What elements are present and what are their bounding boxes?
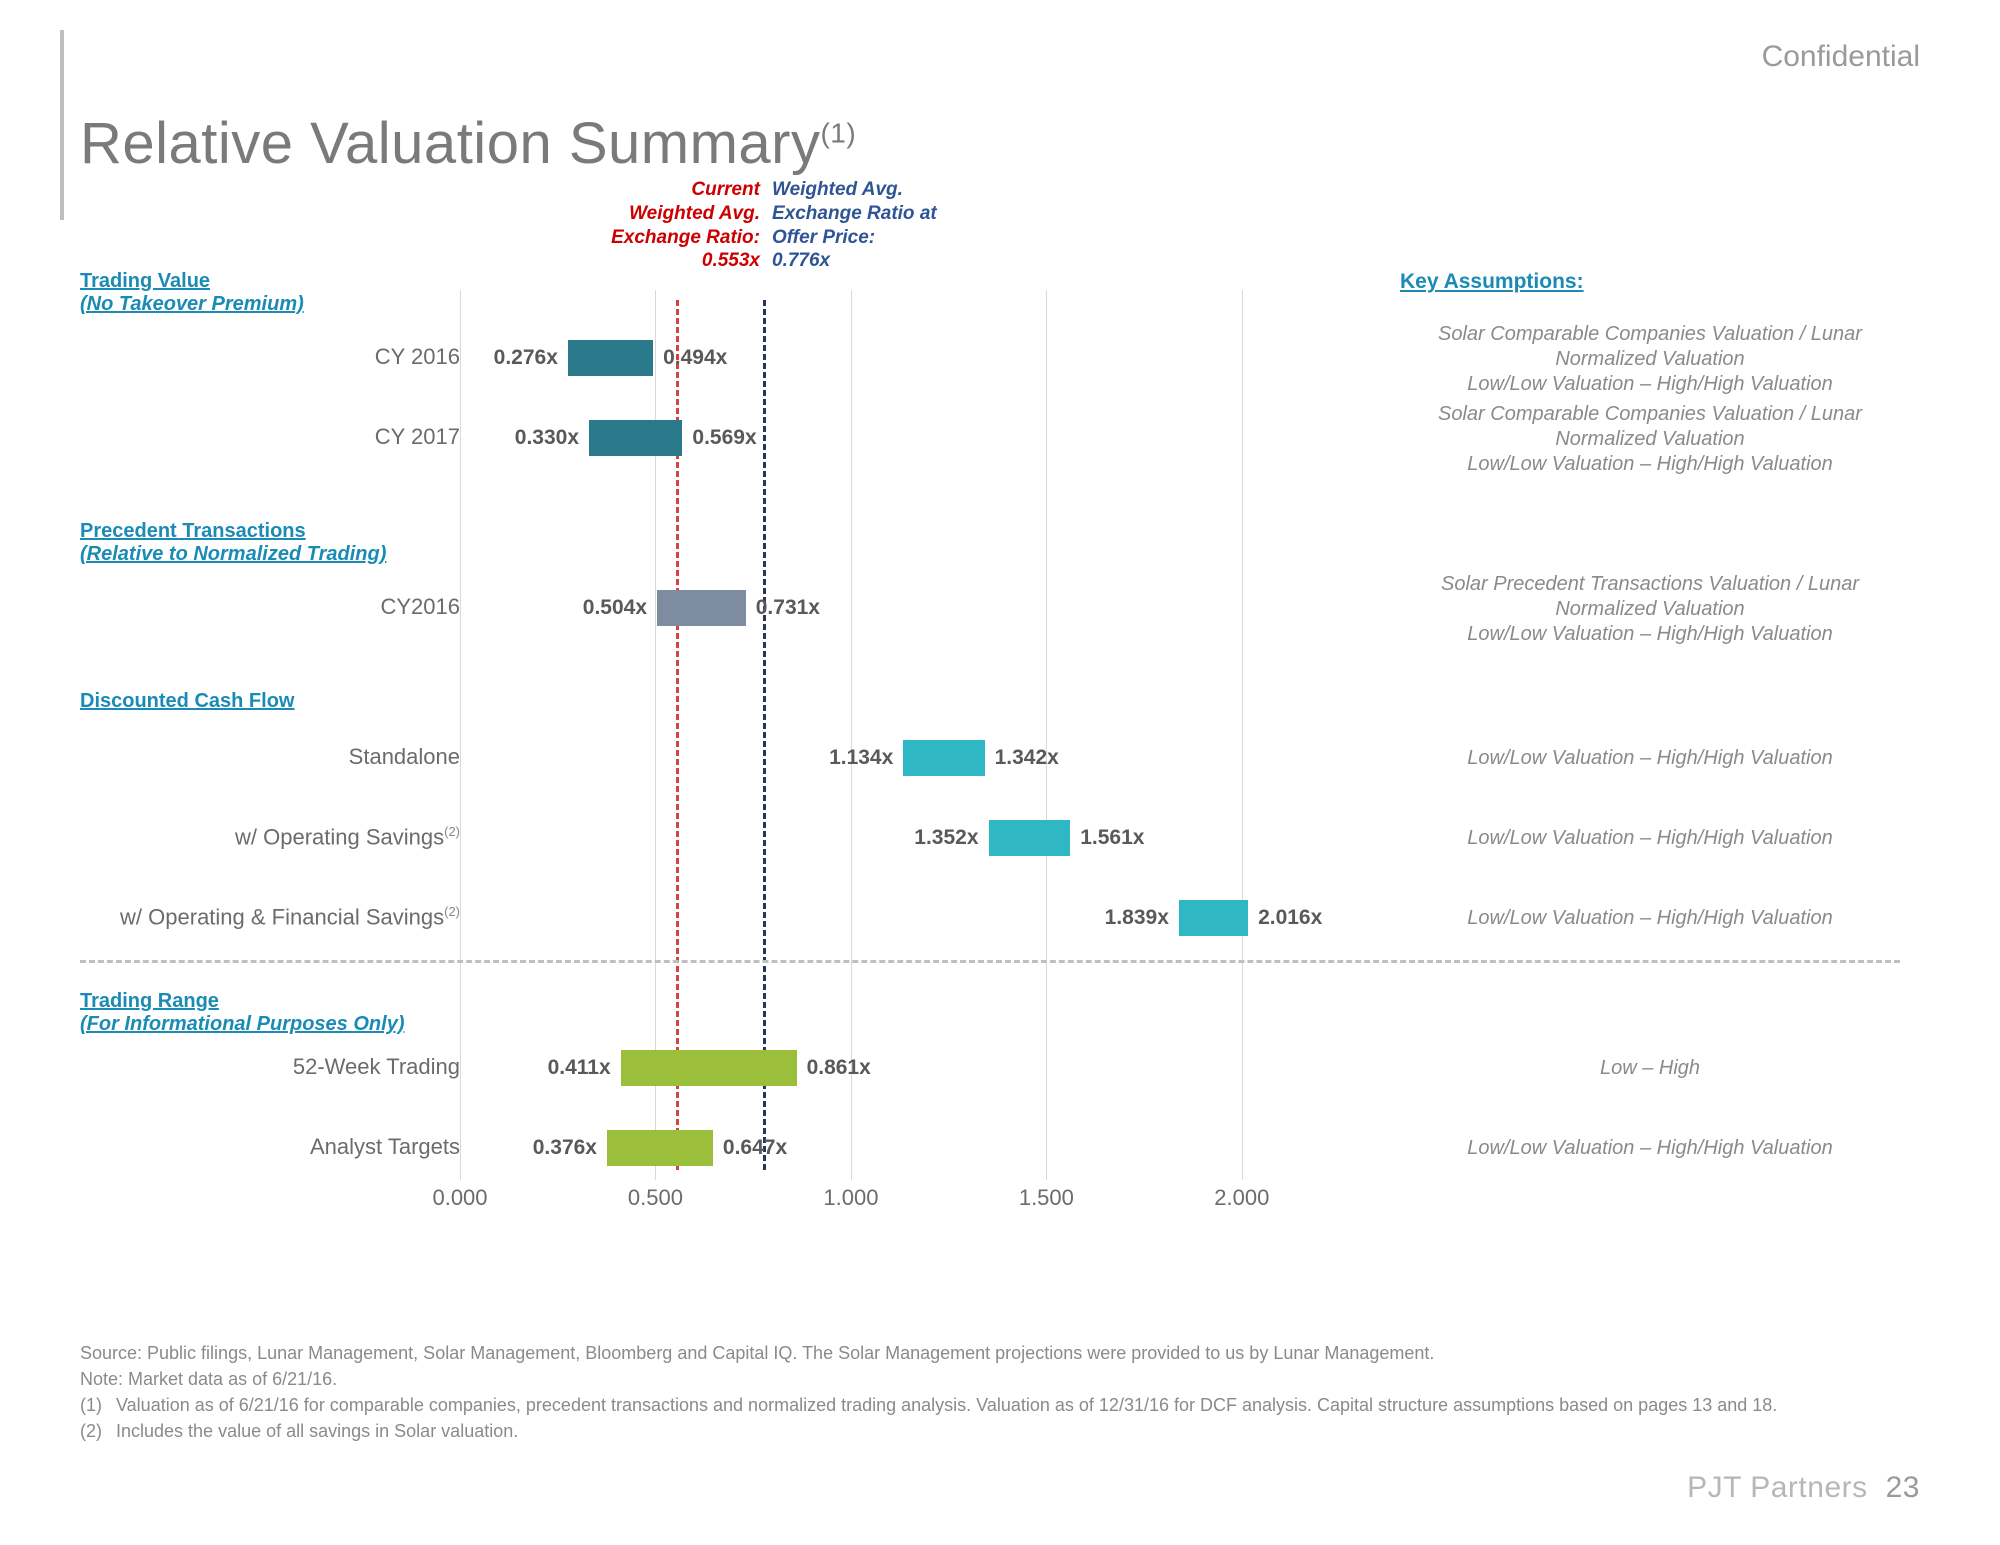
assumption-text: Low/Low Valuation – High/High Valuation	[1400, 1136, 1900, 1161]
high-value-label: 1.561x	[1080, 826, 1144, 850]
high-value-label: 0.569x	[692, 426, 756, 450]
assumption-text: Low – High	[1400, 1056, 1900, 1081]
header-current-ratio: Current Weighted Avg. Exchange Ratio: 0.…	[611, 178, 760, 273]
assumption-text: Solar Precedent Transactions Valuation /…	[1400, 572, 1900, 647]
assumption-text: Solar Comparable Companies Valuation / L…	[1400, 402, 1900, 477]
range-bar	[589, 420, 682, 456]
assumption-text: Low/Low Valuation – High/High Valuation	[1400, 746, 1900, 771]
footer-source: Source: Public filings, Lunar Management…	[80, 1340, 1840, 1366]
x-tick-label: 2.000	[1214, 1185, 1269, 1211]
gridline	[851, 290, 852, 1180]
brand-name: PJT Partners	[1687, 1471, 1868, 1504]
range-bar	[989, 820, 1071, 856]
high-value-label: 0.731x	[756, 596, 820, 620]
section-header: Trading Value(No Takeover Premium)	[80, 270, 304, 316]
section-separator	[80, 960, 1900, 963]
row-label: 52-Week Trading	[80, 1054, 460, 1080]
gridline	[1046, 290, 1047, 1180]
key-assumptions-header: Key Assumptions:	[1400, 270, 1584, 294]
header-offer-ratio: Weighted Avg. Exchange Ratio at Offer Pr…	[772, 178, 937, 273]
x-tick-label: 1.500	[1019, 1185, 1074, 1211]
high-value-label: 0.861x	[807, 1056, 871, 1080]
low-value-label: 0.376x	[533, 1136, 597, 1160]
row-label: CY 2016	[80, 344, 460, 370]
x-tick-label: 0.500	[628, 1185, 683, 1211]
low-value-label: 0.276x	[494, 346, 558, 370]
range-bar	[621, 1050, 797, 1086]
section-header: Trading Range(For Informational Purposes…	[80, 990, 404, 1036]
page-title-footnote: (1)	[820, 118, 856, 149]
brand-footer: PJT Partners 23	[1687, 1471, 1920, 1505]
range-bar	[903, 740, 984, 776]
gridline	[460, 290, 461, 1180]
row-label: CY2016	[80, 594, 460, 620]
high-value-label: 0.494x	[663, 346, 727, 370]
low-value-label: 1.839x	[1105, 906, 1169, 930]
reference-line	[763, 300, 766, 1170]
section-header: Precedent Transactions(Relative to Norma…	[80, 520, 386, 566]
low-value-label: 0.411x	[548, 1056, 611, 1080]
low-value-label: 0.504x	[583, 596, 647, 620]
assumption-text: Low/Low Valuation – High/High Valuation	[1400, 906, 1900, 931]
row-label: Analyst Targets	[80, 1134, 460, 1160]
x-tick-label: 1.000	[823, 1185, 878, 1211]
high-value-label: 1.342x	[995, 746, 1059, 770]
gridline	[1242, 290, 1243, 1180]
plot-area: 0.0000.5001.0001.5002.0000.276x0.494x0.3…	[460, 290, 1320, 1180]
range-bar	[607, 1130, 713, 1166]
range-bar	[657, 590, 746, 626]
high-value-label: 0.647x	[723, 1136, 787, 1160]
left-accent-rule	[60, 30, 64, 220]
page-number: 23	[1886, 1471, 1920, 1504]
low-value-label: 1.352x	[914, 826, 978, 850]
x-tick-label: 0.000	[432, 1185, 487, 1211]
high-value-label: 2.016x	[1258, 906, 1322, 930]
low-value-label: 0.330x	[515, 426, 579, 450]
row-label: CY 2017	[80, 424, 460, 450]
footer-note: Note: Market data as of 6/21/16.	[80, 1366, 1840, 1392]
range-bar	[568, 340, 653, 376]
assumption-text: Solar Comparable Companies Valuation / L…	[1400, 322, 1900, 397]
row-label: Standalone	[80, 744, 460, 770]
footer-notes: Source: Public filings, Lunar Management…	[80, 1340, 1840, 1444]
page-title-text: Relative Valuation Summary	[80, 111, 820, 176]
confidential-label: Confidential	[1762, 40, 1920, 74]
row-label: w/ Operating & Financial Savings(2)	[80, 904, 460, 930]
valuation-chart: Key Assumptions: 0.0000.5001.0001.5002.0…	[80, 290, 1920, 1290]
section-header: Discounted Cash Flow	[80, 690, 294, 713]
low-value-label: 1.134x	[829, 746, 893, 770]
row-label: w/ Operating Savings(2)	[80, 824, 460, 850]
assumption-text: Low/Low Valuation – High/High Valuation	[1400, 826, 1900, 851]
page-title: Relative Valuation Summary(1)	[80, 110, 856, 177]
range-bar	[1179, 900, 1248, 936]
